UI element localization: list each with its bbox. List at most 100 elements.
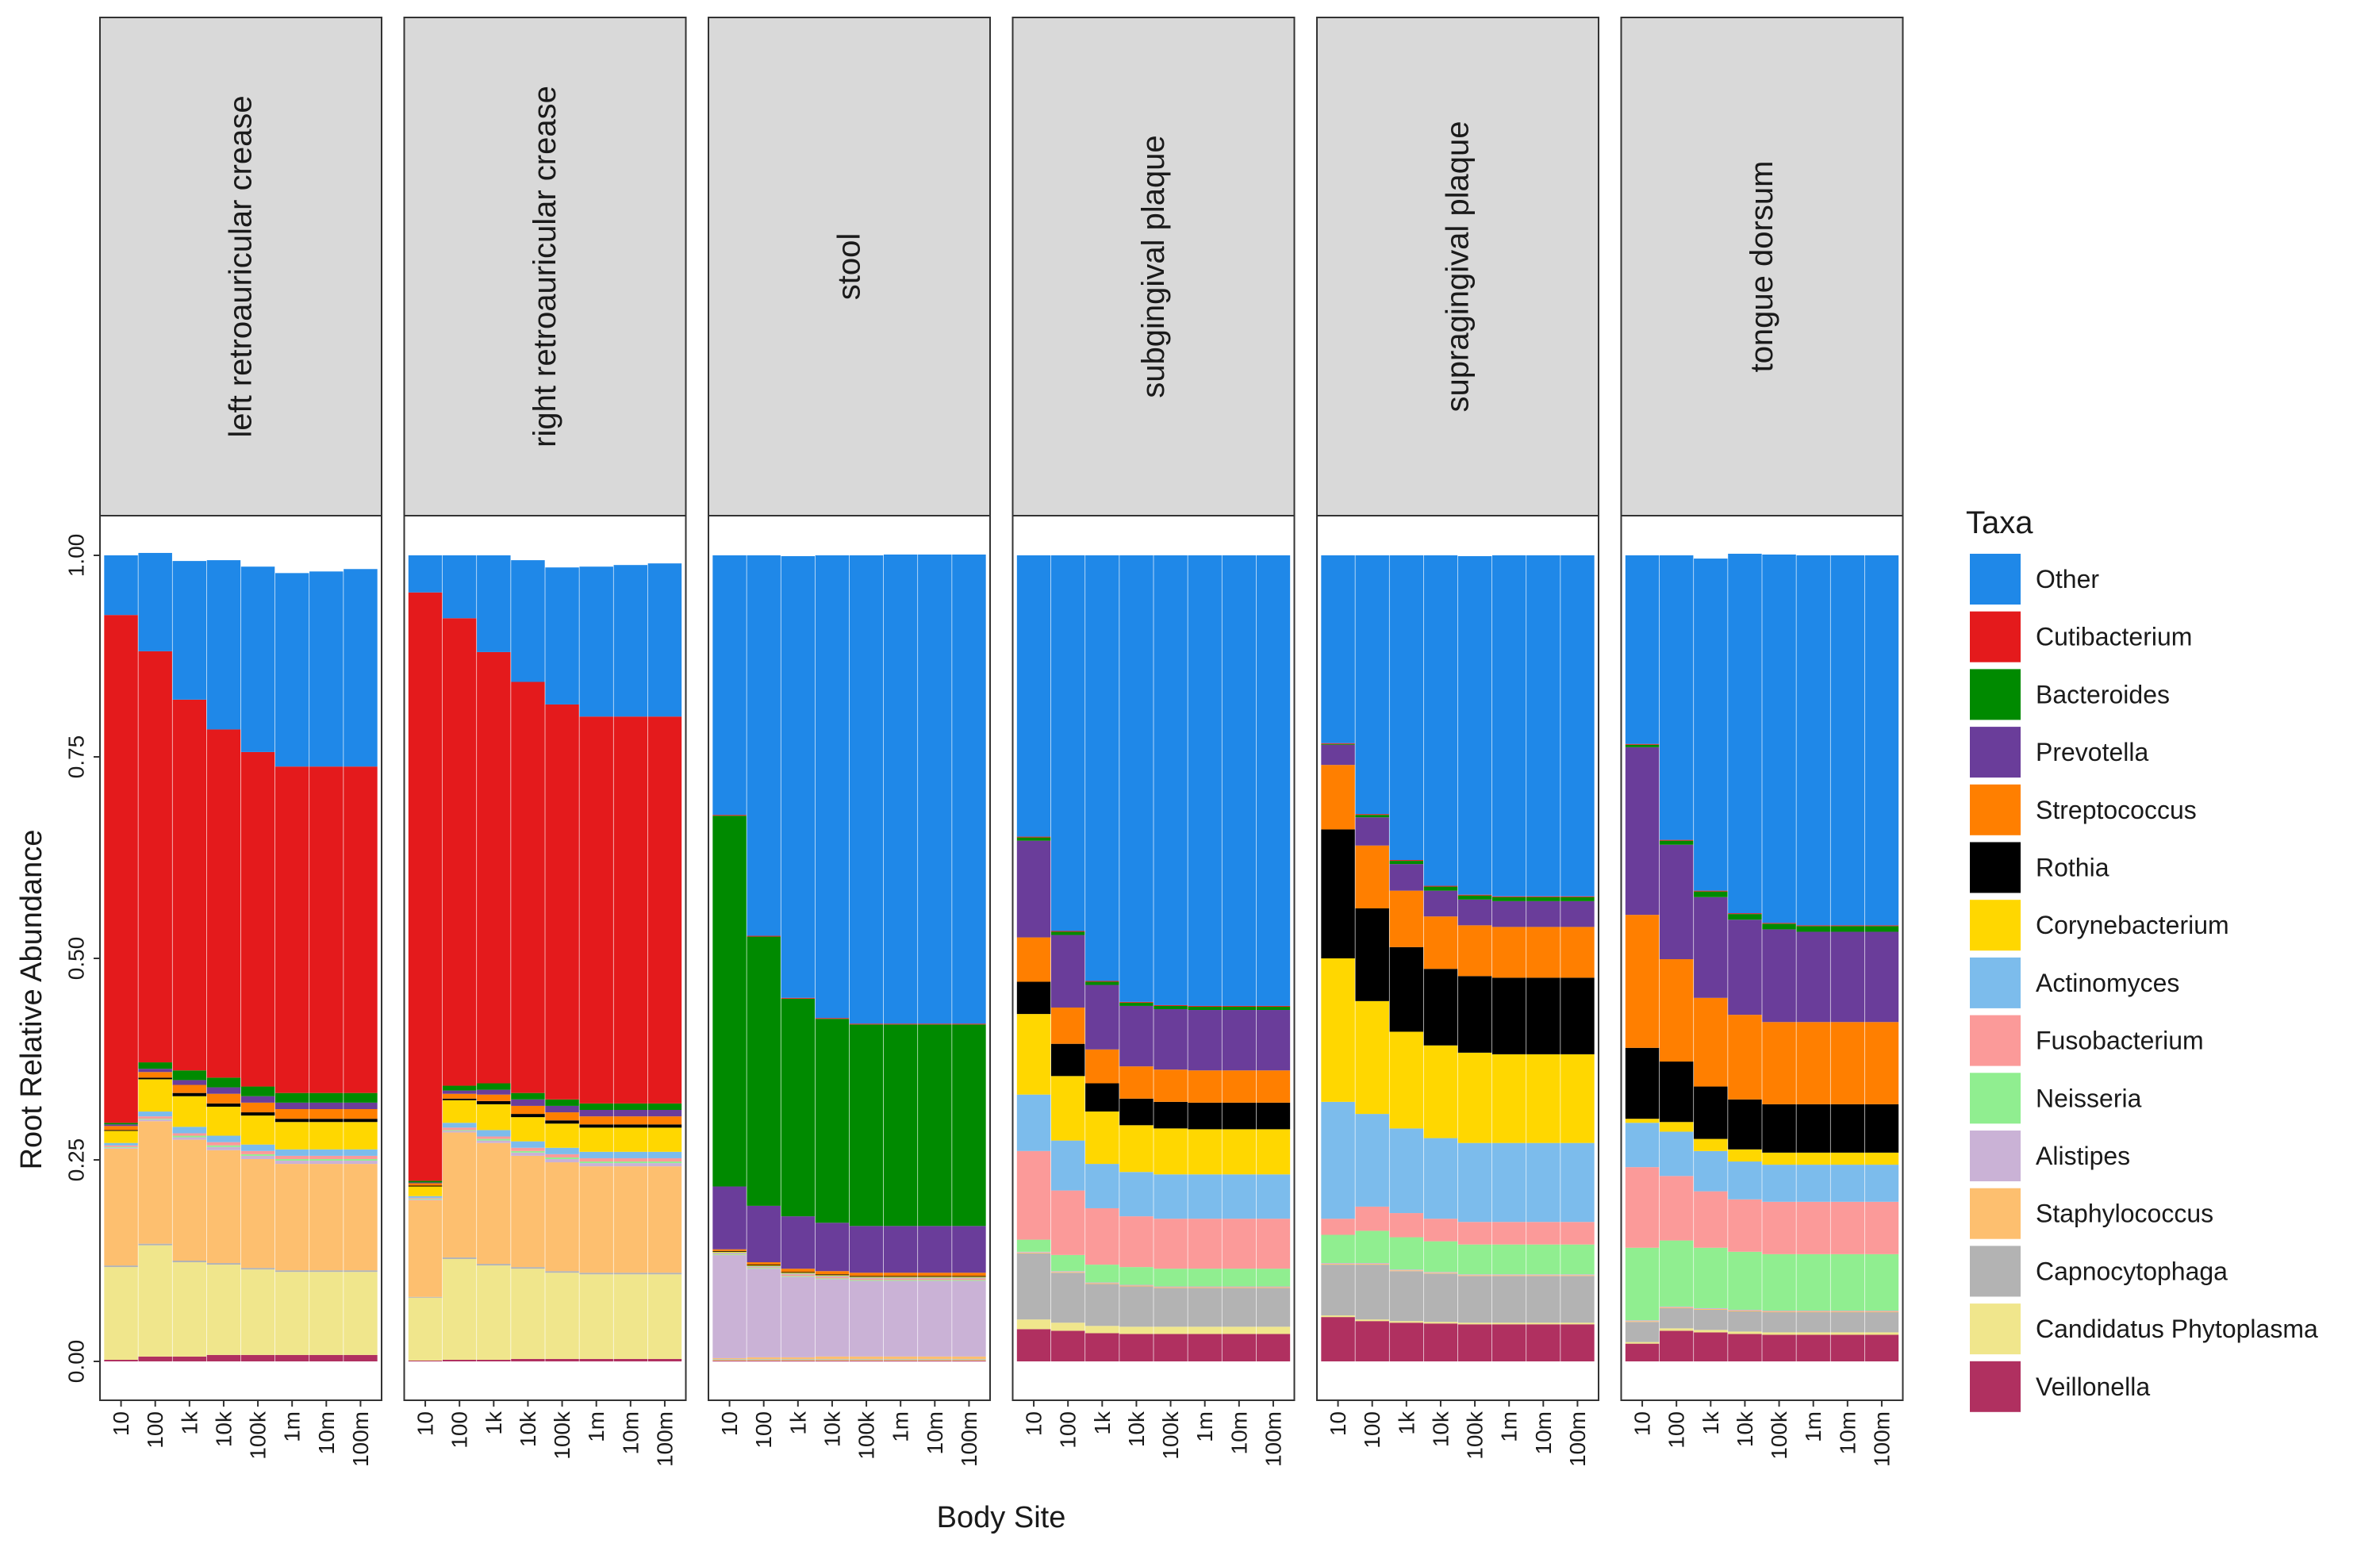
bar-segment bbox=[883, 1358, 918, 1360]
bar-segment bbox=[1423, 555, 1458, 886]
bar-segment bbox=[712, 1251, 747, 1253]
bar-segment bbox=[309, 1102, 344, 1109]
legend-key bbox=[1968, 725, 2022, 780]
bar-segment bbox=[579, 566, 613, 717]
bar-segment bbox=[511, 1147, 545, 1151]
bar-segment bbox=[1119, 1285, 1154, 1287]
facet-panel: stool 10 100 1k 10k 100k 1m 10m 100m bbox=[708, 17, 991, 1467]
bar-segment bbox=[1659, 1176, 1694, 1241]
bar-segment bbox=[1491, 1244, 1526, 1275]
bar-segment bbox=[511, 1117, 545, 1142]
bar-segment bbox=[1864, 1201, 1899, 1254]
bar-segment bbox=[274, 1161, 309, 1165]
bar-segment bbox=[613, 565, 648, 717]
bar-segment bbox=[1659, 844, 1694, 960]
bar-segment bbox=[1188, 1129, 1222, 1175]
bar-segment bbox=[1864, 1253, 1899, 1311]
bar-segment bbox=[1491, 1276, 1526, 1323]
bar-segment bbox=[1457, 894, 1492, 896]
bar-segment bbox=[1830, 1332, 1865, 1335]
bar-segment bbox=[477, 1142, 511, 1265]
bar-segment bbox=[1016, 555, 1051, 837]
x-tick-label: 100k bbox=[550, 1411, 574, 1460]
bar-segment bbox=[647, 1161, 682, 1164]
bar-segment bbox=[1864, 1312, 1899, 1333]
bar-segment bbox=[1526, 1054, 1560, 1143]
bar-segment bbox=[408, 592, 443, 1181]
bar-segment bbox=[442, 1131, 477, 1133]
bar-segment bbox=[1796, 1332, 1830, 1335]
x-tick-label: 10k bbox=[1428, 1411, 1453, 1447]
bar-segment bbox=[1119, 1098, 1154, 1126]
bar-segment bbox=[477, 651, 511, 1084]
x-tick-label: 1k bbox=[785, 1411, 810, 1435]
bar-segment bbox=[172, 699, 207, 1071]
bar-segment bbox=[1457, 1244, 1492, 1275]
bar-segment bbox=[477, 1264, 511, 1266]
bar-segment bbox=[408, 1182, 443, 1184]
facet-panel: left retroauricular crease 10 100 1k 10k 100k… bbox=[99, 17, 382, 1467]
bar-segment bbox=[781, 1357, 816, 1359]
bar-segment bbox=[647, 1103, 682, 1111]
bar-segment bbox=[1694, 896, 1728, 998]
bar-segment bbox=[1016, 1239, 1051, 1252]
bar-segment bbox=[1085, 555, 1119, 981]
bar-segment bbox=[1864, 1332, 1899, 1335]
bar-segment bbox=[579, 1103, 613, 1111]
bar-segment bbox=[815, 1277, 850, 1279]
bar-segment bbox=[1423, 1219, 1458, 1242]
x-tick-label: 1m bbox=[889, 1411, 913, 1442]
bar-segment bbox=[1256, 555, 1291, 1006]
bar-segment bbox=[781, 1273, 816, 1275]
bar-segment bbox=[712, 1358, 747, 1360]
bar-segment bbox=[442, 1098, 477, 1100]
legend-label: Alistipes bbox=[2036, 1142, 2130, 1170]
bar-segment bbox=[1830, 1253, 1865, 1311]
bar-segment bbox=[1355, 1230, 1389, 1264]
facet-title: left retroauricular crease bbox=[224, 95, 259, 437]
bar-segment bbox=[545, 1273, 579, 1359]
bar-segment bbox=[1491, 977, 1526, 1054]
bar-segment bbox=[781, 1269, 816, 1273]
facet-strip bbox=[403, 17, 687, 516]
bar-segment bbox=[138, 1245, 172, 1357]
bar-segment bbox=[1491, 896, 1526, 901]
bar-segment bbox=[1188, 1288, 1222, 1327]
bar-segment bbox=[1355, 1265, 1389, 1320]
bar-segment bbox=[1222, 1010, 1257, 1071]
bar-segment bbox=[344, 569, 378, 767]
bar-segment bbox=[1762, 1311, 1796, 1313]
bar-segment bbox=[712, 1249, 747, 1251]
x-tick-label: 10k bbox=[211, 1411, 236, 1447]
legend-key bbox=[1968, 552, 2022, 606]
bar-segment bbox=[613, 1103, 648, 1111]
bar-segment bbox=[1830, 1311, 1865, 1313]
bar-segment bbox=[545, 1120, 579, 1124]
bar-segment bbox=[1119, 555, 1154, 1002]
bar-segment bbox=[1560, 1054, 1595, 1143]
bar-segment bbox=[647, 1166, 682, 1273]
x-tick-label: 1k bbox=[1090, 1411, 1115, 1435]
bar-segment bbox=[1694, 559, 1728, 891]
bar-segment bbox=[579, 1166, 613, 1273]
bar-segment bbox=[1085, 981, 1119, 985]
bar-segment bbox=[918, 554, 952, 1024]
bar-segment bbox=[918, 1359, 952, 1361]
bar-segment bbox=[1154, 1326, 1188, 1334]
bar-segment bbox=[138, 1111, 172, 1117]
bar-segment bbox=[477, 1094, 511, 1101]
bar-segment bbox=[712, 815, 747, 816]
panel-border bbox=[1012, 515, 1296, 1401]
bar-segment bbox=[815, 1018, 850, 1019]
x-tick-label: 100 bbox=[751, 1411, 776, 1449]
bar-segment bbox=[138, 1069, 172, 1073]
bar-segment bbox=[1389, 860, 1424, 862]
x-tick-label: 100 bbox=[447, 1411, 472, 1449]
bar-segment bbox=[1762, 1312, 1796, 1333]
bar-segment bbox=[1864, 1104, 1899, 1153]
bar-segment bbox=[442, 555, 477, 619]
panel-border bbox=[1620, 515, 1904, 1401]
bar-segment bbox=[1085, 1083, 1119, 1112]
bar-segment bbox=[1625, 1321, 1660, 1323]
bar-segment bbox=[918, 1273, 952, 1277]
